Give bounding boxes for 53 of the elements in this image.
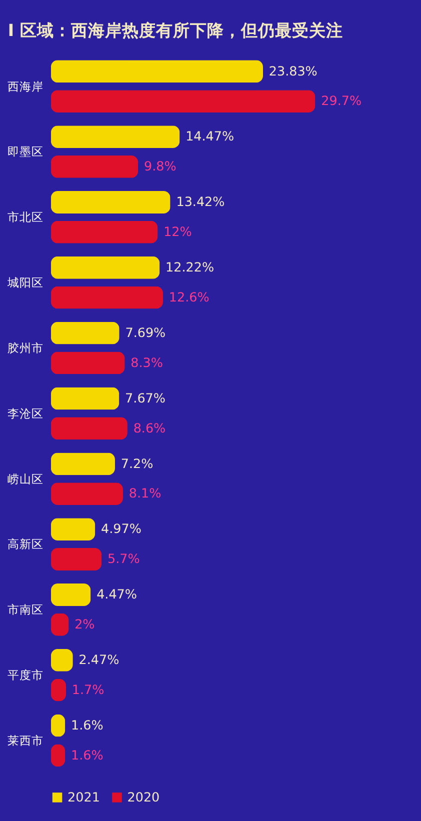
bar (50, 518, 96, 541)
legend-label: 2021 (68, 789, 100, 804)
bar (50, 90, 316, 113)
data-label: 14.47% (186, 128, 234, 144)
y-tick-label: 崂山区 (8, 472, 44, 486)
bar (50, 452, 115, 476)
data-label: 7.2% (120, 456, 154, 471)
bar (50, 155, 138, 178)
y-tick-label: 市北区 (8, 210, 44, 224)
y-tick-label: 莱西市 (8, 733, 44, 748)
bar (50, 220, 158, 244)
y-tick-label: 高新区 (8, 537, 44, 552)
data-label: 2% (74, 616, 95, 632)
data-label: 8.1% (128, 486, 162, 501)
y-tick-label: 市南区 (8, 602, 44, 617)
bar (50, 417, 128, 440)
data-label: 1.6% (71, 747, 104, 762)
bar (50, 286, 164, 309)
data-label: 4.47% (96, 586, 137, 602)
data-label: 23.83% (268, 63, 318, 78)
chart-title: I 区域：西海岸热度有所下降，但仍最受关注 (8, 21, 343, 40)
y-tick-label: 城阳区 (6, 276, 44, 290)
data-label: 7.69% (125, 324, 166, 340)
data-label: 8.6% (133, 420, 166, 436)
data-label: 12% (164, 224, 192, 240)
y-tick-label: 平度市 (8, 668, 44, 682)
data-label: 9.8% (144, 158, 176, 174)
bar (50, 482, 124, 506)
y-tick-label: 李沧区 (8, 406, 44, 420)
data-label: 12.6% (168, 289, 210, 304)
y-tick-label: 即墨区 (8, 144, 44, 159)
data-label: 2.47% (78, 652, 120, 668)
bar (50, 256, 160, 279)
bar (50, 548, 102, 570)
y-tick-label: 西海岸 (8, 79, 44, 94)
legend-label: 2020 (127, 789, 160, 804)
data-label: 1.7% (72, 682, 104, 697)
data-label: 1.6% (71, 718, 104, 732)
data-label: 5.7% (108, 551, 140, 566)
data-label: 13.42% (176, 194, 225, 210)
data-label: 4.97% (101, 521, 142, 536)
bar (50, 191, 170, 214)
data-label: 7.67% (125, 390, 166, 406)
bar (50, 584, 91, 606)
data-label: 29.7% (321, 93, 362, 108)
bar (50, 322, 120, 344)
data-label: 12.22% (166, 260, 214, 275)
data-label: 8.3% (130, 354, 163, 370)
y-tick-label: 胶州市 (8, 340, 44, 355)
bar (50, 352, 125, 374)
bar (50, 126, 180, 148)
bar (50, 387, 120, 410)
bar (50, 60, 264, 83)
